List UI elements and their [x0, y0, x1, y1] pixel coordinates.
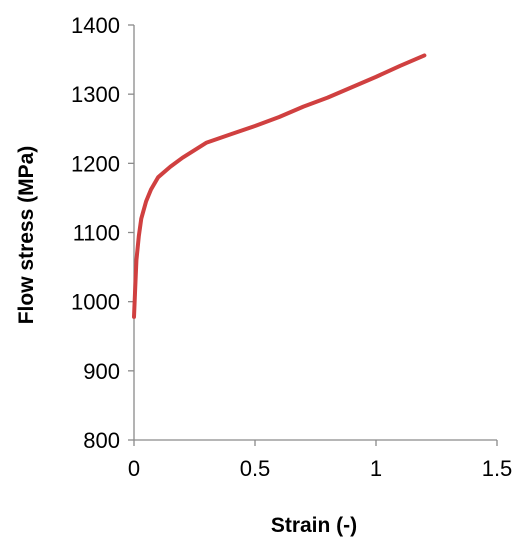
y-tick-label: 1300: [71, 82, 120, 107]
axes-layer: [133, 25, 497, 441]
x-tick-label: 1.5: [482, 456, 513, 481]
y-axis-title: Flow stress (MPa): [15, 146, 38, 325]
x-tick-label: 1: [370, 456, 382, 481]
x-tick-label: 0: [128, 456, 140, 481]
ticks-layer: 800 900 1000 1100 1200 1300 1400 0 0.5 1 1.5: [71, 13, 512, 481]
y-tick-label: 1400: [71, 13, 120, 38]
y-tick-label: 800: [83, 428, 120, 453]
y-tick-label: 900: [83, 359, 120, 384]
x-tick-label: 0.5: [240, 456, 271, 481]
x-axis-title: Strain (-): [271, 514, 357, 537]
y-tick-label: 1200: [71, 151, 120, 176]
series-layer: [132, 53, 427, 319]
flow-stress-series-line: [132, 53, 427, 319]
y-tick-label: 1000: [71, 290, 120, 315]
y-tick-label: 1100: [73, 221, 120, 246]
